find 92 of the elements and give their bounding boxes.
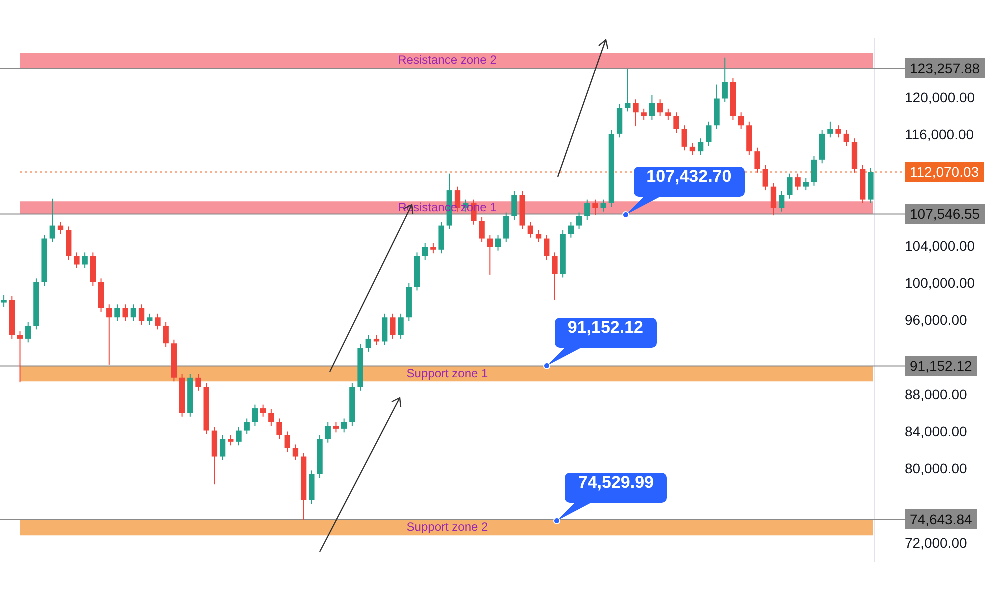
candlestick — [106, 304, 112, 366]
y-tick-label: 80,000.00 — [905, 460, 968, 477]
candlestick — [130, 304, 137, 322]
y-tick-label: 84,000.00 — [905, 424, 968, 440]
candlestick — [50, 198, 56, 243]
candlestick — [284, 431, 290, 453]
candlestick — [722, 57, 728, 103]
annotation: 107,432.70 — [634, 167, 745, 198]
candlestick — [738, 112, 744, 130]
candlestick — [706, 121, 712, 147]
candlestick — [122, 304, 128, 322]
ref-line-label: 112,070.03 — [910, 164, 980, 180]
annotation: 74,529.99 — [565, 472, 668, 502]
candlestick — [666, 108, 672, 121]
candlestick — [828, 121, 834, 138]
band-label: Resistance zone 2 — [398, 53, 498, 68]
candlestick — [528, 222, 534, 238]
candlestick — [325, 422, 331, 444]
candlestick — [592, 199, 598, 216]
candlestick — [512, 190, 518, 221]
y-tick-label: 120,000.00 — [905, 90, 976, 106]
candlestick — [600, 199, 606, 212]
y-tick-label: 116,000.00 — [905, 126, 974, 143]
candlestick — [138, 304, 145, 326]
candlestick — [236, 426, 242, 446]
candlestick — [220, 434, 226, 461]
candlestick — [244, 418, 250, 436]
candlestick — [196, 374, 202, 392]
candlestick — [155, 313, 161, 330]
candlestick — [770, 182, 777, 216]
candlestick — [803, 178, 809, 192]
candlestick — [74, 252, 80, 269]
candlestick — [422, 242, 428, 261]
annotation: 91,152.12 — [554, 318, 657, 348]
y-tick-label: 72,000.00 — [905, 534, 968, 551]
candlestick — [778, 190, 785, 212]
candlestick — [366, 334, 372, 352]
candlestick — [228, 434, 234, 446]
candlestick — [390, 313, 396, 340]
candlestick — [811, 156, 818, 186]
candlestick — [552, 252, 558, 300]
candlestick — [844, 130, 850, 147]
candlestick — [762, 164, 768, 192]
y-tick-label: 100,000.00 — [905, 275, 976, 292]
candlestick — [430, 242, 436, 254]
candlestick — [495, 234, 502, 252]
candlestick — [836, 125, 842, 138]
candlestick — [649, 94, 656, 121]
candlestick — [536, 230, 542, 243]
candlestick — [674, 112, 680, 134]
ref-line-label: 123,257.88 — [910, 60, 980, 76]
candlestick — [682, 125, 688, 152]
candlestick — [252, 404, 258, 427]
candlestick — [754, 147, 760, 174]
candlestick — [504, 212, 510, 243]
candlestick — [17, 331, 24, 384]
candlestick — [787, 173, 793, 200]
candlestick — [26, 322, 32, 344]
candlestick — [276, 418, 282, 440]
candlestick — [690, 142, 696, 156]
ref-line-label: 107,546.55 — [910, 206, 980, 222]
ref-line-label: 74,643.84 — [910, 511, 972, 528]
candlestick — [698, 138, 704, 156]
candlestick — [341, 418, 348, 434]
candlestick — [398, 313, 404, 340]
candlestick — [292, 444, 299, 461]
candlestick — [147, 313, 153, 326]
candlestick — [268, 408, 274, 427]
candlestick — [584, 199, 590, 221]
y-tick-label: 96,000.00 — [905, 312, 968, 328]
candlestick — [333, 422, 340, 434]
candlestick — [58, 222, 64, 235]
candlestick — [1, 294, 7, 308]
candlestick — [795, 173, 801, 192]
candlestick — [657, 99, 664, 117]
candlestick — [633, 99, 639, 128]
candlestick — [641, 108, 647, 121]
candlestick — [576, 212, 582, 230]
candlestick — [568, 222, 574, 238]
y-tick-label: 88,000.00 — [905, 386, 968, 402]
candlestick — [260, 404, 266, 418]
candlestick — [625, 68, 631, 112]
candlestick — [544, 234, 550, 261]
candlestick — [82, 252, 88, 269]
band-label: Support zone 1 — [406, 366, 489, 380]
ref-line-label: 91,152.12 — [910, 358, 972, 374]
candlestick — [479, 216, 485, 243]
candlestick — [163, 322, 169, 348]
candlestick — [487, 234, 493, 276]
y-tick-label: 104,000.00 — [905, 238, 976, 254]
candlestick — [114, 304, 120, 322]
band-label: Support zone 2 — [406, 520, 489, 534]
